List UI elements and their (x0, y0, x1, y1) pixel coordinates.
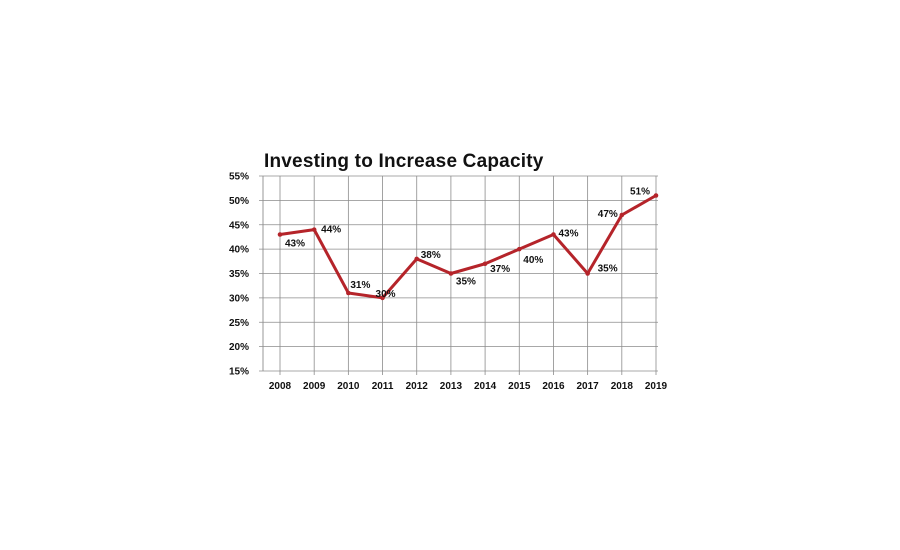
x-tick-label: 2017 (577, 381, 600, 392)
y-tick-label: 55% (229, 172, 249, 183)
data-label: 37% (490, 264, 510, 275)
x-tick-label: 2015 (508, 381, 531, 392)
data-point (346, 290, 351, 296)
data-point (516, 246, 522, 252)
x-tick-label: 2008 (269, 381, 292, 392)
data-label: 40% (523, 255, 543, 266)
x-tick-label: 2013 (440, 381, 463, 392)
data-point (482, 261, 488, 267)
data-point (551, 232, 556, 237)
x-tick-label: 2018 (611, 381, 634, 392)
data-label: 38% (421, 250, 441, 261)
data-point (380, 295, 385, 301)
grid-lines (259, 175, 658, 375)
data-point (414, 256, 420, 262)
y-tick-label: 20% (229, 342, 249, 353)
x-tick-label: 2019 (645, 381, 668, 392)
data-label: 47% (598, 209, 618, 220)
x-tick-label: 2014 (474, 381, 497, 392)
x-tick-label: 2016 (542, 381, 565, 392)
data-label: 35% (598, 264, 618, 275)
x-tick-label: 2010 (337, 381, 360, 392)
data-label: 44% (321, 225, 341, 236)
data-label: 35% (456, 277, 476, 288)
x-axis: 2008 2009 2010 2011 2012 2013 2014 2015 2016 2017… (269, 381, 668, 392)
chart-title: Investing to Increase Capacity (264, 151, 544, 172)
x-tick-label: 2011 (372, 381, 394, 392)
data-label: 30% (376, 289, 396, 300)
y-tick-label: 15% (229, 367, 249, 378)
data-point (585, 271, 590, 276)
y-tick-label: 50% (229, 196, 249, 207)
y-tick-label: 45% (229, 220, 249, 231)
data-label: 31% (350, 280, 370, 291)
x-tick-label: 2012 (406, 381, 429, 392)
data-point (311, 227, 317, 232)
data-point (653, 193, 659, 198)
y-tick-label: 30% (229, 293, 249, 304)
y-tick-label: 25% (229, 318, 249, 329)
data-point (619, 212, 625, 218)
y-tick-label: 35% (229, 269, 249, 280)
series-line (277, 193, 659, 301)
y-tick-label: 40% (229, 245, 249, 256)
data-point (448, 271, 454, 276)
data-labels: 43% 44% 31% 30% 38% 35% 37% 40% 43% 35% 47% 51% (285, 187, 650, 300)
data-point (277, 232, 283, 237)
data-label: 43% (558, 229, 578, 240)
series-line-path (278, 194, 658, 300)
x-tick-label: 2009 (303, 381, 326, 392)
data-label: 51% (630, 187, 650, 198)
data-label: 43% (285, 239, 305, 250)
y-axis: 15% 20% 25% 30% 35% 40% 45% 50% 55% (229, 172, 249, 378)
